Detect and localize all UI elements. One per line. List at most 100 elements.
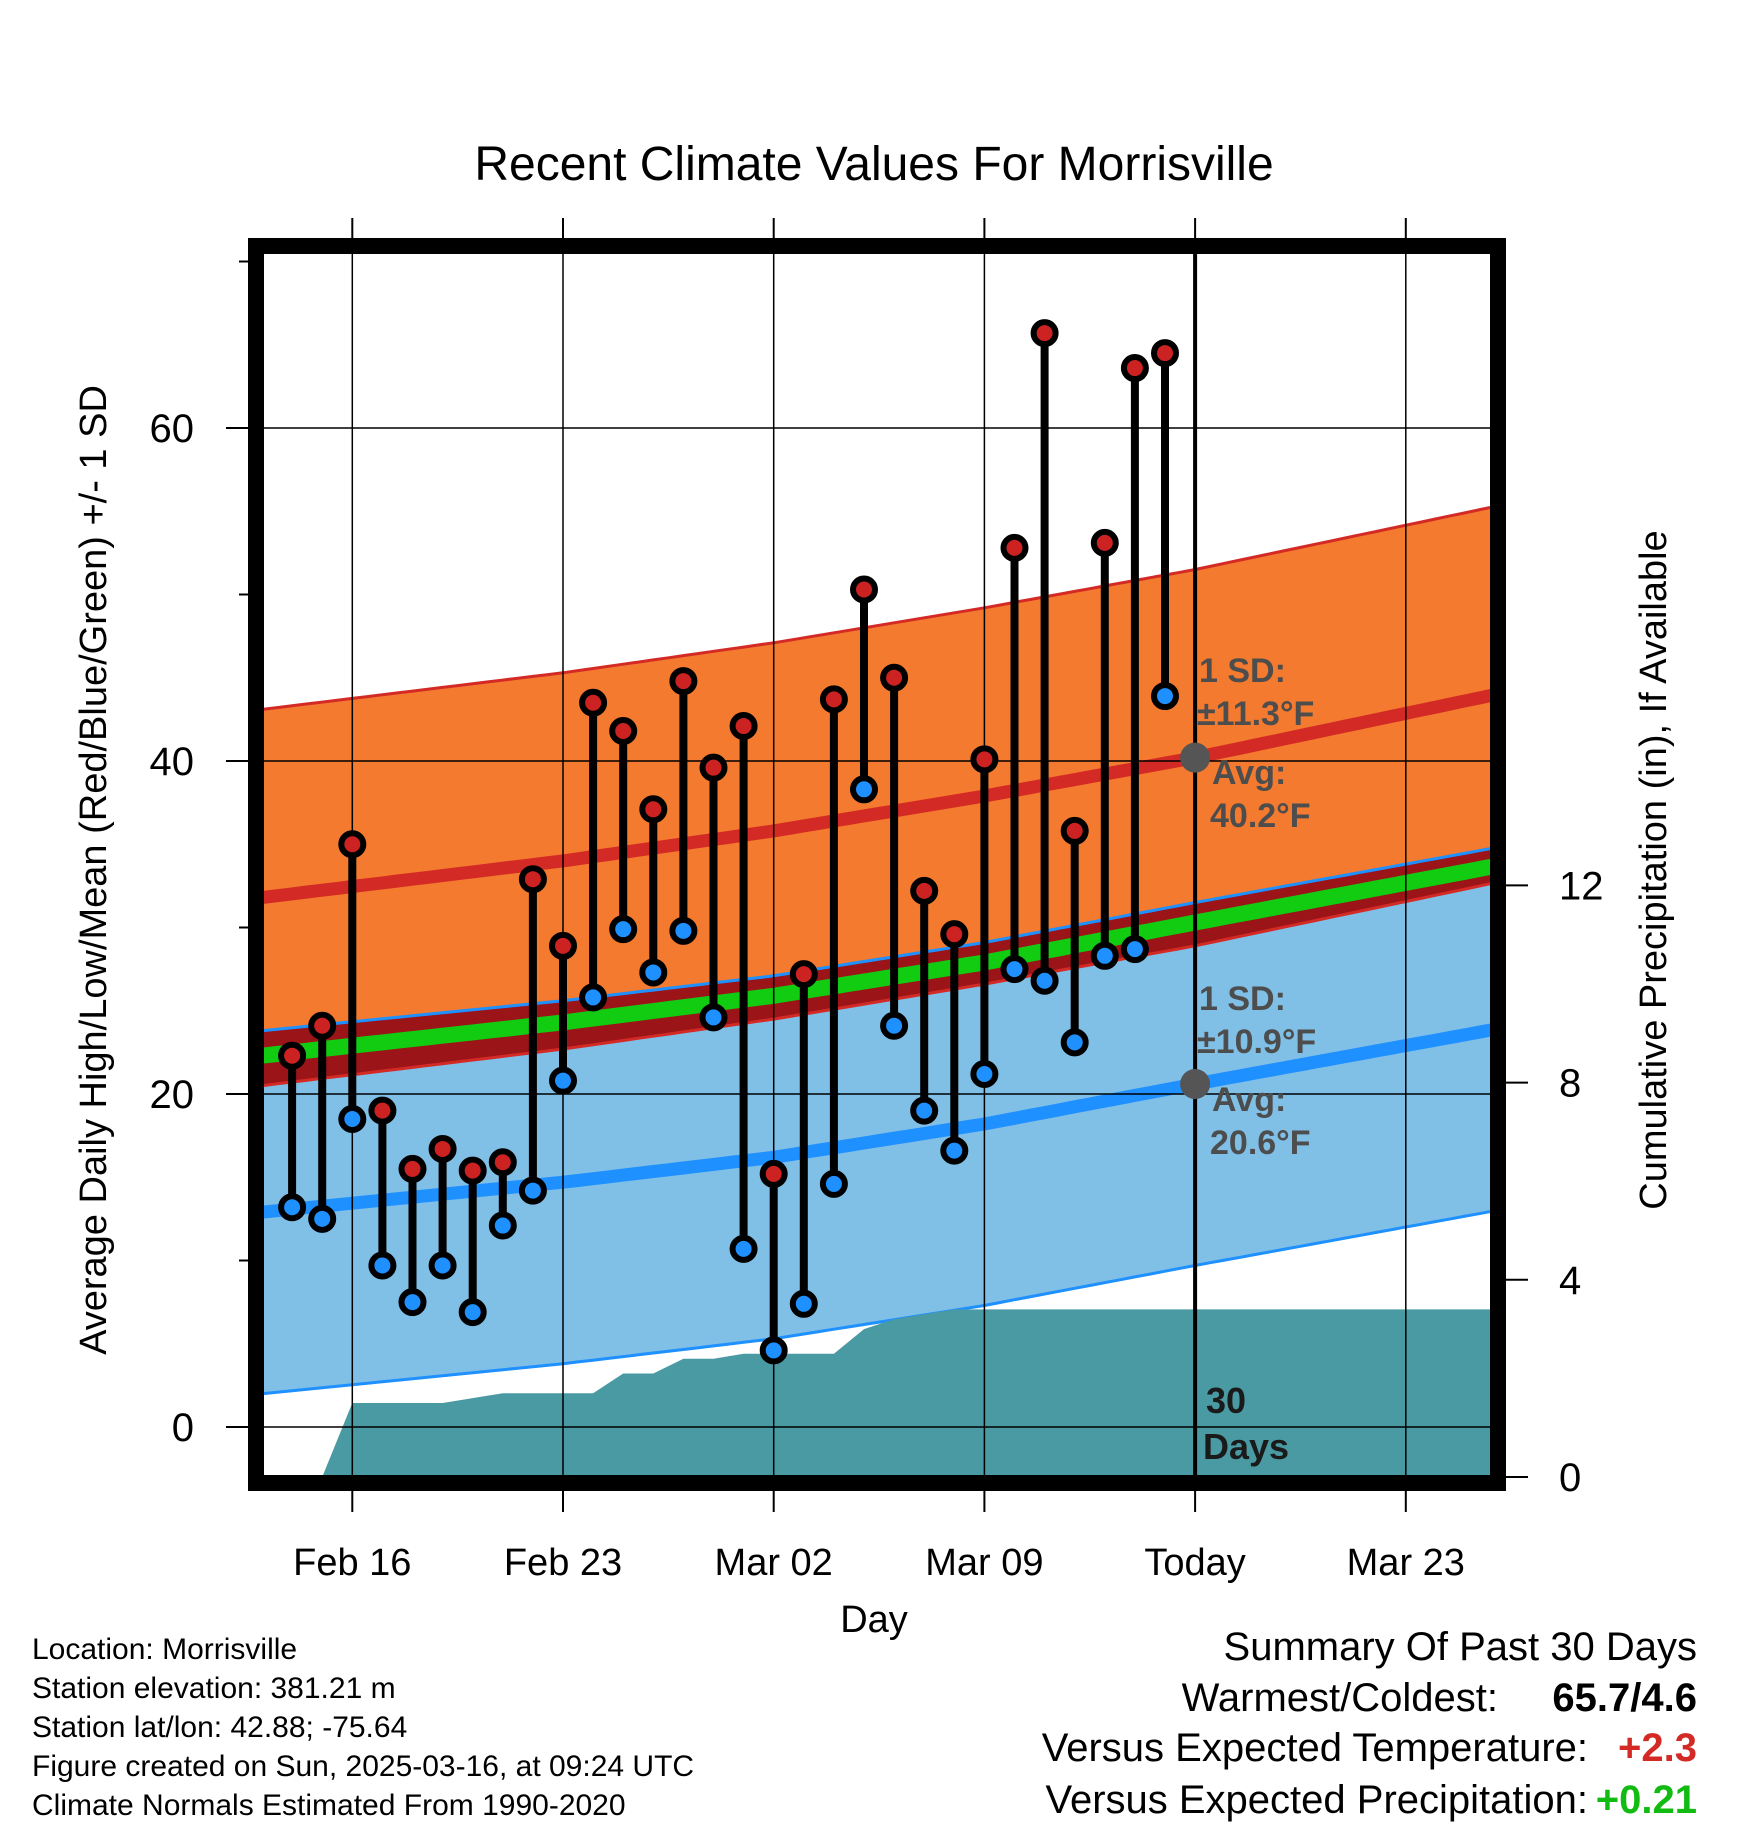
high-temp-point <box>819 685 848 714</box>
high-temp-point <box>850 575 878 604</box>
low-temp-point <box>308 1204 337 1233</box>
low-temp-point <box>1120 935 1149 964</box>
high-sd-label: 1 SD: <box>1199 652 1286 690</box>
y-tick-label: 0 <box>172 1406 194 1450</box>
precip-value: +0.21 <box>1595 1778 1697 1822</box>
high-temp-point <box>428 1134 457 1163</box>
low-temp-point <box>759 1336 788 1365</box>
high-temp-point <box>669 667 698 696</box>
y-right-axis-label: Cumulative Precipitation (in), If Availa… <box>1633 530 1675 1209</box>
low-temp-point <box>549 1066 577 1095</box>
low-temp-point <box>970 1060 999 1089</box>
low-temp-point <box>910 1096 939 1125</box>
precipitation-area <box>292 1309 1492 1477</box>
high-temp-point <box>1120 354 1149 383</box>
low-temp-point <box>850 775 878 804</box>
high-temp-point <box>729 712 758 741</box>
low-temp-point <box>488 1211 517 1240</box>
y-right-tick-label: 12 <box>1559 864 1604 908</box>
low-sd-value: ±10.9°F <box>1197 1023 1316 1061</box>
x-tick-label: Mar 23 <box>1347 1542 1465 1584</box>
temp-value: +2.3 <box>1618 1726 1697 1770</box>
y-right-tick-label: 8 <box>1559 1062 1581 1106</box>
elevation-text: Station elevation: 381.21 m <box>32 1672 396 1705</box>
low-temp-point <box>940 1136 969 1165</box>
low-temp-point <box>579 983 608 1012</box>
high-lower-line <box>262 881 1492 1088</box>
location-text: Location: Morrisville <box>32 1633 298 1666</box>
y-right-tick-label: 0 <box>1559 1456 1581 1500</box>
high-temp-point <box>488 1148 517 1177</box>
low-temp-point <box>729 1234 758 1263</box>
latlon-text: Station lat/lon: 42.88; -75.64 <box>32 1711 408 1744</box>
x-tick-label: Today <box>1144 1542 1245 1584</box>
warm-cold-value: 65.7/4.6 <box>1552 1676 1697 1720</box>
high-temp-point <box>1060 816 1089 845</box>
low-avg-value: 20.6°F <box>1210 1124 1311 1162</box>
low-temp-point <box>669 916 698 945</box>
low-temp-point <box>338 1104 367 1133</box>
high-temp-point <box>880 663 909 692</box>
days-count-number: 30 <box>1206 1380 1246 1421</box>
high-temp-point <box>1000 533 1029 562</box>
high-normal-line <box>262 688 1492 904</box>
y-right-tick-label: 4 <box>1559 1259 1581 1303</box>
high-temp-point <box>458 1156 487 1185</box>
days-count-word: Days <box>1203 1426 1289 1467</box>
low-temp-point <box>428 1251 457 1280</box>
high-temp-point <box>579 688 608 717</box>
normals-text: Climate Normals Estimated From 1990-2020 <box>32 1789 626 1822</box>
low-temp-point <box>278 1193 307 1222</box>
high-temp-point <box>1030 319 1059 348</box>
high-temp-point <box>1090 528 1119 557</box>
created-text: Figure created on Sun, 2025-03-16, at 09… <box>32 1750 695 1783</box>
high-temp-point <box>940 920 969 949</box>
low-sd-band <box>262 848 1492 1394</box>
y-tick-label: 20 <box>150 1073 195 1117</box>
high-temp-point <box>759 1159 788 1188</box>
high-temp-point <box>910 876 939 905</box>
x-tick-label: Mar 02 <box>715 1542 833 1584</box>
y-tick-label: 60 <box>150 407 195 451</box>
low-temp-point <box>1030 966 1059 995</box>
low-sd-label: 1 SD: <box>1199 980 1286 1018</box>
high-temp-point <box>549 931 577 960</box>
high-avg-label: Avg: <box>1212 754 1286 792</box>
low-temp-point <box>1151 682 1179 711</box>
low-temp-point <box>699 1003 728 1032</box>
low-temp-point <box>639 958 668 987</box>
low-temp-point <box>1060 1028 1089 1057</box>
high-sd-value: ±11.3°F <box>1197 695 1314 733</box>
plot-frame <box>248 238 1506 1491</box>
y-tick-label: 40 <box>150 740 195 784</box>
x-tick-label: Mar 09 <box>925 1542 1043 1584</box>
high-temp-point <box>789 960 818 989</box>
x-tick-label: Feb 16 <box>293 1542 411 1584</box>
mean-normal-line <box>262 858 1492 1064</box>
summary-title: Summary Of Past 30 Days <box>1223 1625 1697 1669</box>
low-lower-line <box>262 1209 1492 1396</box>
high-temp-point <box>518 865 547 894</box>
station-info: Location: Morrisville Station elevation:… <box>32 1630 694 1825</box>
low-avg-label: Avg: <box>1212 1081 1286 1119</box>
high-temp-point <box>639 795 668 824</box>
low-temp-point <box>458 1298 487 1327</box>
high-temp-point <box>368 1096 397 1125</box>
today-high-normal-marker <box>1180 742 1211 773</box>
high-temp-point <box>699 753 728 782</box>
high-temp-point <box>970 745 999 774</box>
temp-label: Versus Expected Temperature: <box>1041 1726 1588 1770</box>
high-temp-point <box>609 717 638 746</box>
warm-cold-label: Warmest/Coldest: <box>1181 1676 1498 1720</box>
chart-title: Recent Climate Values For Morrisville <box>474 138 1273 191</box>
high-temp-point <box>398 1154 427 1183</box>
y-axis-label: Average Daily High/Low/Mean (Red/Blue/Gr… <box>73 385 115 1355</box>
low-temp-point <box>1090 941 1119 970</box>
high-temp-point <box>1151 339 1179 368</box>
low-temp-point <box>789 1289 818 1318</box>
low-temp-point <box>368 1251 397 1280</box>
x-axis-label: Day <box>840 1599 908 1641</box>
x-tick-label: Feb 23 <box>504 1542 622 1584</box>
low-temp-point <box>880 1011 909 1040</box>
